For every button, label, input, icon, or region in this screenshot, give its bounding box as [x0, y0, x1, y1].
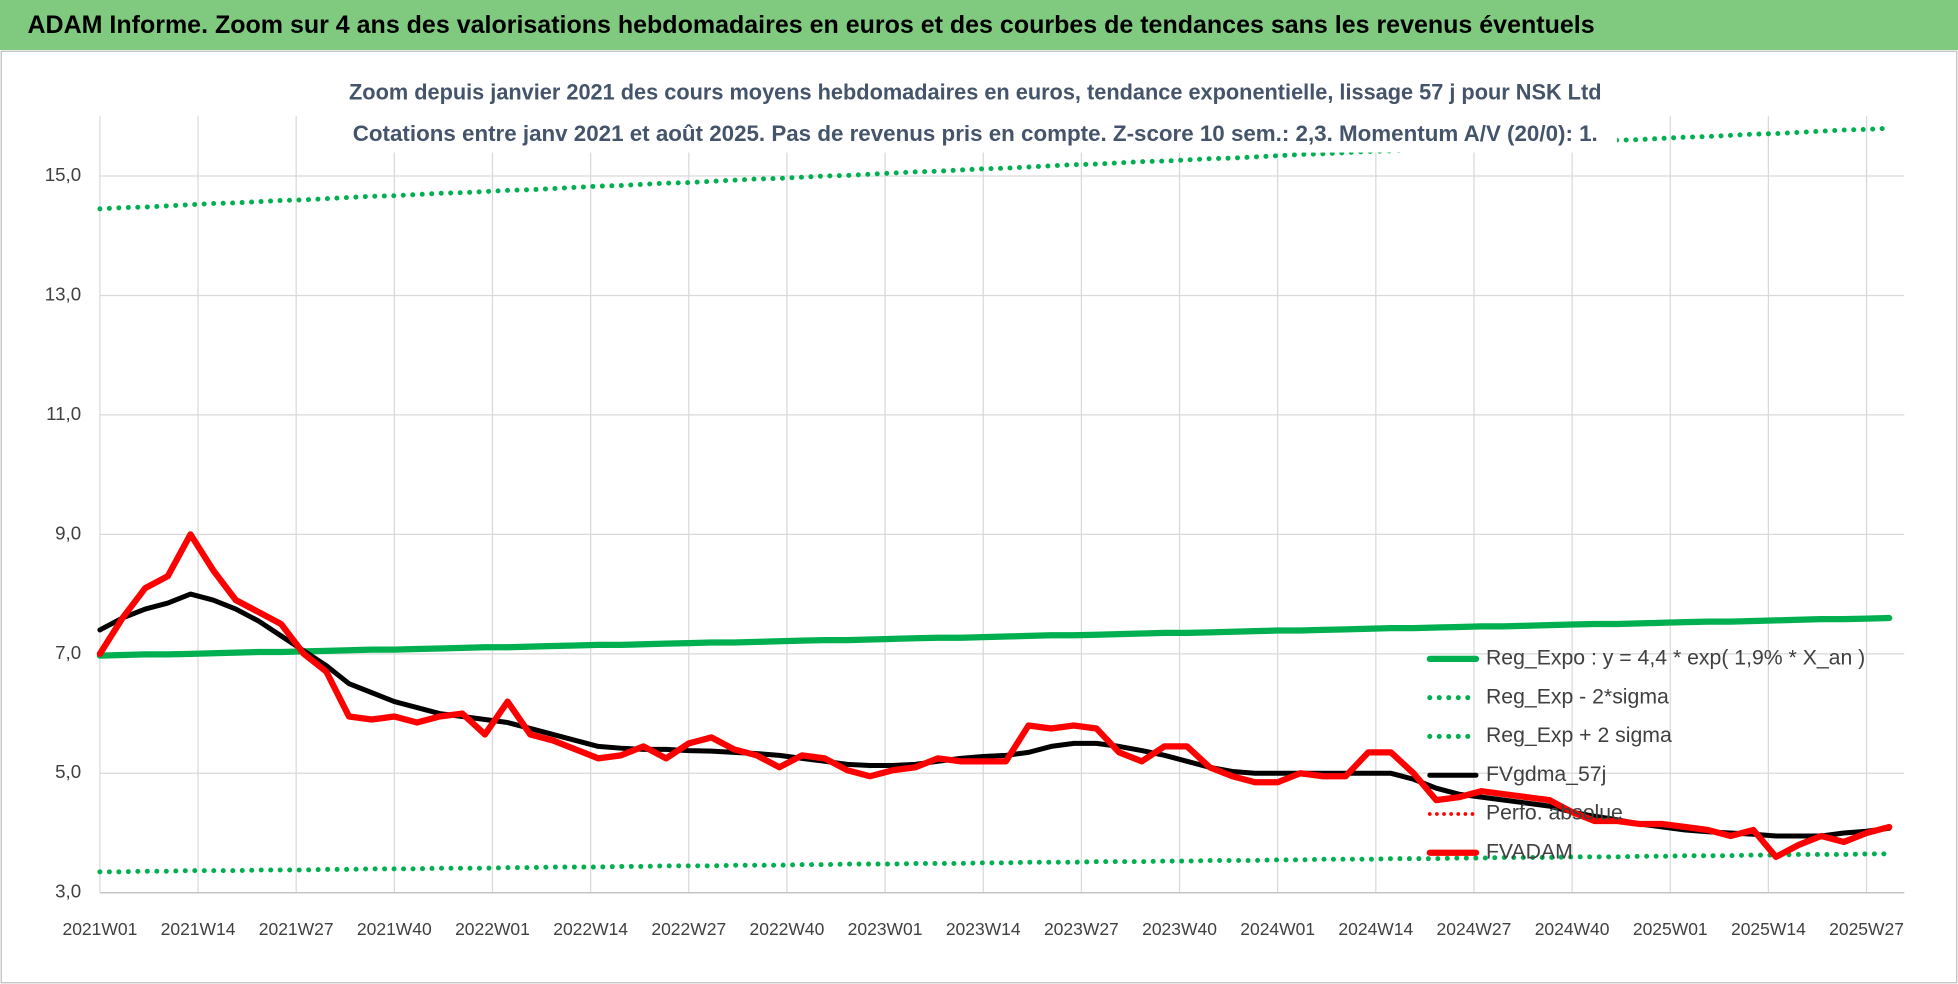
- y-tick-label: 13,0: [45, 283, 81, 304]
- series-line: [96, 614, 1893, 659]
- x-tick-label: 2022W01: [455, 919, 530, 939]
- x-tick-label: 2024W14: [1338, 919, 1413, 939]
- x-tick-label: 2025W14: [1731, 919, 1806, 939]
- x-tick-label: 2025W27: [1829, 919, 1904, 939]
- x-tick-label: 2025W01: [1633, 919, 1708, 939]
- x-tick-label: 2023W01: [848, 919, 923, 939]
- y-tick-label: 7,0: [55, 642, 81, 663]
- title-backdrop: [343, 75, 1618, 153]
- x-tick-label: 2021W27: [259, 919, 334, 939]
- x-tick-label: 2023W27: [1044, 919, 1119, 939]
- chart-frame: [0, 50, 1958, 984]
- legend-label: FVgdma_57j: [1486, 762, 1606, 786]
- series-line: [97, 851, 1892, 875]
- x-tick-label: 2023W40: [1142, 919, 1217, 939]
- series-line: [97, 591, 1892, 839]
- legend-label: Reg_Exp - 2*sigma: [1486, 684, 1669, 708]
- x-tick-label: 2021W14: [161, 919, 236, 939]
- y-tick-label: 3,0: [55, 881, 81, 902]
- chart-subtitle: Cotations entre janv 2021 et août 2025. …: [353, 121, 1598, 146]
- x-tick-label: 2022W14: [553, 919, 628, 939]
- x-tick-label: 2024W27: [1437, 919, 1512, 939]
- legend-label: FVADAM: [1486, 839, 1573, 863]
- y-tick-label: 15,0: [45, 164, 81, 185]
- legend-label: Perfo. absolue: [1486, 801, 1623, 825]
- x-tick-label: 2021W40: [357, 919, 432, 939]
- y-tick-label: 9,0: [55, 522, 81, 543]
- x-tick-label: 2024W40: [1535, 919, 1610, 939]
- x-tick-label: 2021W01: [62, 919, 137, 939]
- title-bar: [0, 0, 1958, 51]
- page-title: ADAM Informe. Zoom sur 4 ans des valoris…: [27, 11, 1594, 39]
- legend-label: Reg_Expo : y = 4,4 * exp( 1,9% * X_an ): [1486, 646, 1865, 670]
- y-tick-label: 11,0: [46, 403, 81, 424]
- x-tick-label: 2022W40: [750, 919, 825, 939]
- chart-title: Zoom depuis janvier 2021 des cours moyen…: [349, 80, 1601, 105]
- series-line: [96, 531, 1893, 861]
- x-tick-label: 2024W01: [1240, 919, 1315, 939]
- x-tick-label: 2022W27: [651, 919, 726, 939]
- legend-label: Reg_Exp + 2 sigma: [1486, 723, 1672, 747]
- x-tick-label: 2023W14: [946, 919, 1021, 939]
- y-tick-label: 5,0: [55, 761, 81, 782]
